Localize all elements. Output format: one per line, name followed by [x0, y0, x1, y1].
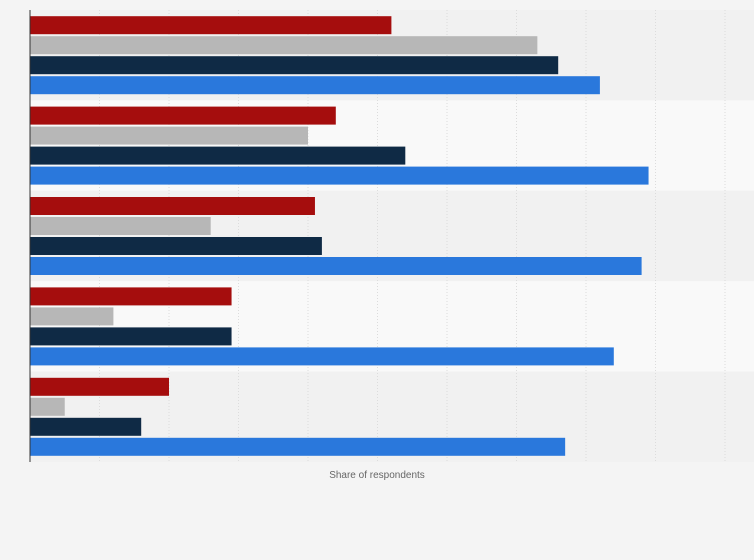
x-axis-label: Share of respondents: [329, 470, 425, 481]
bars: [30, 16, 649, 456]
bar[interactable]: [30, 106, 336, 125]
bar[interactable]: [30, 56, 559, 75]
bar[interactable]: [30, 237, 322, 255]
bar[interactable]: [30, 146, 406, 165]
bar[interactable]: [30, 197, 315, 215]
bar[interactable]: [30, 397, 65, 416]
bar[interactable]: [30, 217, 211, 235]
bar[interactable]: [30, 327, 232, 346]
bar[interactable]: [30, 437, 566, 456]
bar[interactable]: [30, 347, 614, 366]
bar[interactable]: [30, 417, 142, 436]
bar[interactable]: [30, 166, 649, 185]
bar[interactable]: [30, 287, 232, 306]
bar[interactable]: [30, 377, 169, 396]
bar[interactable]: [30, 76, 600, 95]
bar[interactable]: [30, 307, 114, 326]
bar[interactable]: [30, 36, 538, 55]
bar[interactable]: [30, 257, 642, 275]
bar[interactable]: [30, 16, 392, 35]
bar[interactable]: [30, 126, 308, 145]
